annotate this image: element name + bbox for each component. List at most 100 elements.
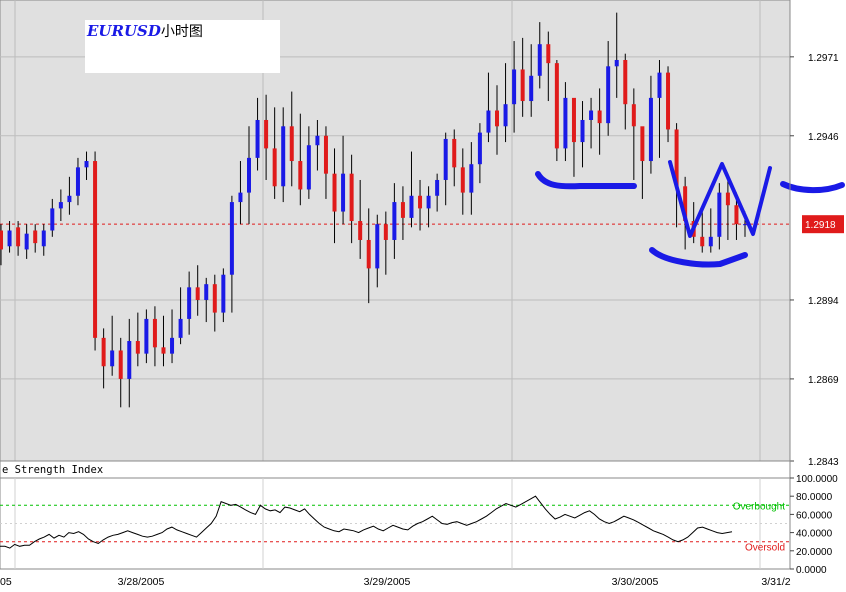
rsi-panel: e Strength Index Overbought Oversold 100… xyxy=(0,460,838,576)
candle-up-body xyxy=(281,126,286,187)
candle-up-body xyxy=(238,192,243,203)
candle-up-body xyxy=(75,167,80,196)
candle-down-body xyxy=(118,350,123,379)
candle-up-body xyxy=(426,195,431,209)
chart-title-suffix: 小时图 xyxy=(160,24,203,40)
candle-up-body xyxy=(486,110,491,133)
candle-down-body xyxy=(332,173,337,212)
candle-down-body xyxy=(571,97,576,143)
candle-up-body xyxy=(589,110,594,120)
candle-down-body xyxy=(400,202,405,218)
candle-up-body xyxy=(221,274,226,313)
candle-up-body xyxy=(606,66,611,124)
price-tick-label: 1.2971 xyxy=(808,53,839,64)
candlestick-series xyxy=(0,12,747,408)
candle-up-body xyxy=(204,284,209,300)
last-price-label: 1.2918 xyxy=(805,220,836,231)
candle-up-body xyxy=(657,72,662,98)
candle-up-body xyxy=(443,138,448,180)
candle-down-body xyxy=(734,205,739,225)
candle-down-body xyxy=(495,110,499,127)
candle-down-body xyxy=(152,318,157,348)
candle-up-body xyxy=(127,341,132,379)
candle-up-body xyxy=(469,164,474,193)
candle-down-body xyxy=(546,44,551,64)
candle-up-body xyxy=(255,119,260,158)
rsi-line xyxy=(0,495,733,549)
candle-up-body xyxy=(409,195,414,218)
candle-down-body xyxy=(298,161,303,190)
time-tick-label: 3/29/2005 xyxy=(364,576,411,588)
rsi-axis: 100.0000 80.0000 60.0000 40.0000 20.0000 0.00… xyxy=(789,474,838,576)
candle-up-body xyxy=(503,104,508,127)
candle-down-body xyxy=(460,167,465,193)
time-axis: 05 3/28/2005 3/29/2005 3/30/2005 3/31/2 xyxy=(0,576,791,588)
candle-down-body xyxy=(101,337,106,367)
candle-down-body xyxy=(0,230,3,250)
candle-up-body xyxy=(708,236,713,247)
candle-up-body xyxy=(315,135,320,146)
candle-up-body xyxy=(375,224,380,269)
candle-down-body xyxy=(212,284,217,313)
time-tick-label: 3/30/2005 xyxy=(612,576,659,588)
candle-down-body xyxy=(623,59,628,105)
candle-up-body xyxy=(58,202,63,209)
candle-down-body xyxy=(700,236,705,247)
overbought-label: Overbought xyxy=(733,501,785,512)
chart-title-box: EURUSD小时图 xyxy=(85,20,280,73)
candle-up-body xyxy=(512,69,517,105)
price-tick-label: 1.2869 xyxy=(808,375,839,386)
candle-down-body xyxy=(725,192,730,206)
rsi-tick-label: 100.0000 xyxy=(796,474,838,485)
candle-down-body xyxy=(349,173,354,222)
candle-down-body xyxy=(554,63,559,149)
candle-up-body xyxy=(717,192,722,237)
candle-down-body xyxy=(358,221,363,240)
candle-up-body xyxy=(170,337,175,354)
time-tick-label: 3/28/2005 xyxy=(118,576,165,588)
price-tick-label: 1.2843 xyxy=(808,457,839,468)
last-price-tag xyxy=(802,215,844,234)
price-tick-label: 1.2946 xyxy=(808,132,839,143)
candle-down-body xyxy=(631,104,636,127)
candle-up-body xyxy=(341,173,346,212)
rsi-tick-label: 80.0000 xyxy=(796,492,833,503)
annotation-support-stroke-2 xyxy=(649,247,748,268)
time-tick-label: 05 xyxy=(0,576,12,588)
annotation-w-pattern xyxy=(668,160,772,238)
rsi-tick-label: 20.0000 xyxy=(796,547,833,558)
candle-down-body xyxy=(323,135,328,174)
candle-up-body xyxy=(24,233,29,250)
candle-up-body xyxy=(144,318,149,354)
candle-down-body xyxy=(683,186,688,222)
candle-down-body xyxy=(640,126,645,162)
candle-down-body xyxy=(195,287,200,300)
price-axis: 1.2971 1.2946 1.2894 1.2869 1.2843 xyxy=(789,0,839,468)
rsi-tick-label: 60.0000 xyxy=(796,510,833,521)
candle-down-body xyxy=(16,227,21,247)
rsi-title-bar xyxy=(0,460,791,479)
candle-down-body xyxy=(383,224,388,240)
candle-up-body xyxy=(563,97,568,149)
candle-up-body xyxy=(7,230,12,247)
candle-down-body xyxy=(33,230,38,244)
candle-up-body xyxy=(537,44,542,76)
candle-up-body xyxy=(229,202,234,275)
candle-up-body xyxy=(110,350,115,367)
candle-down-body xyxy=(674,129,679,187)
candle-up-body xyxy=(247,157,251,193)
rsi-tick-label: 0.0000 xyxy=(796,565,827,576)
candle-down-body xyxy=(135,341,140,354)
candle-up-body xyxy=(187,287,192,319)
candle-up-body xyxy=(743,224,747,226)
candle-down-body xyxy=(520,69,525,102)
candle-down-body xyxy=(289,126,294,162)
candle-up-body xyxy=(529,75,534,102)
oversold-label: Oversold xyxy=(745,543,785,554)
candle-down-body xyxy=(418,195,423,209)
hand-drawn-annotations xyxy=(535,160,845,268)
candle-up-body xyxy=(648,97,653,162)
candle-up-body xyxy=(50,208,55,231)
rsi-tick-label: 40.0000 xyxy=(796,529,833,540)
